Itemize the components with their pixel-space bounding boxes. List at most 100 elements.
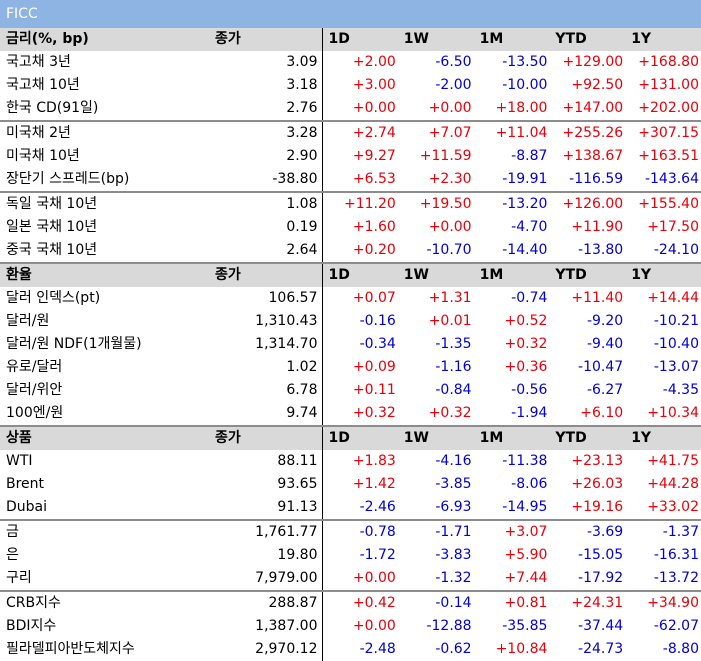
ficc-table: 금리(%, bp) 종가 1D 1W 1M YTD 1Y 국고채 3년 3.09 +2.00 -6.… <box>0 28 701 661</box>
change-value: -35.85 <box>502 618 548 634</box>
change-value: -10.47 <box>578 359 624 375</box>
row-close-value: 1,387.00 <box>212 615 323 638</box>
change-value: +0.36 <box>504 359 548 375</box>
change-value: -6.27 <box>586 382 624 398</box>
change-value: -8.87 <box>511 148 548 164</box>
column-header-period: 1W <box>397 28 474 51</box>
change-value: +0.00 <box>352 100 396 116</box>
column-header-period: YTD <box>549 28 626 51</box>
table-row: 장단기 스프레드(bp) -38.80 +6.53 +2.30 -19.91 -116.5… <box>0 168 701 192</box>
row-close-value: 0.19 <box>212 216 323 239</box>
change-value: -37.44 <box>578 618 624 634</box>
change-value: -6.93 <box>435 499 472 515</box>
change-value: -13.07 <box>653 359 699 375</box>
table-row: 달러/원 1,310.43 -0.16 +0.01 +0.52 -9.20 -10.21 <box>0 310 701 333</box>
change-value: +0.42 <box>322 590 398 615</box>
change-value: -2.00 <box>435 77 472 93</box>
table-row: 필라델피아반도체지수 2,970.12 -2.48 -0.62 +10.84 -24.73… <box>0 638 701 661</box>
change-value: +0.32 <box>352 405 396 421</box>
row-close-value: 7,979.00 <box>212 567 323 591</box>
row-name: 구리 <box>6 570 32 586</box>
change-value: +19.16 <box>571 499 624 515</box>
change-value: +7.44 <box>504 570 548 586</box>
row-close-value: -38.80 <box>212 168 323 192</box>
column-header-close: 종가 <box>212 262 323 287</box>
column-header-period: 1M <box>473 425 550 450</box>
table-row: 한국 CD(91일) 2.76 +0.00 +0.00 +18.00 +147.00 +20… <box>0 97 701 121</box>
change-value: -13.50 <box>502 54 548 70</box>
change-value: -1.35 <box>435 336 472 352</box>
change-value: +0.20 <box>352 242 396 258</box>
section-header: 환율 종가 1D 1W 1M YTD 1Y <box>0 262 701 287</box>
change-value: -11.38 <box>502 453 548 469</box>
column-header-period: 1D <box>322 28 398 51</box>
change-value: -15.05 <box>578 547 624 563</box>
change-value: +33.02 <box>647 499 699 515</box>
change-value: -2.48 <box>359 641 396 657</box>
row-name: 독일 국채 10년 <box>0 191 212 216</box>
change-value: +2.30 <box>428 171 472 187</box>
row-close-value: 93.65 <box>212 473 323 496</box>
row-close-value: 1.02 <box>212 356 323 379</box>
row-name: 필라델피아반도체지수 <box>6 641 135 657</box>
row-close-value: 1,761.77 <box>212 519 323 544</box>
change-value: +0.00 <box>352 570 396 586</box>
column-header-period: 1Y <box>625 28 701 51</box>
change-value: +129.00 <box>562 54 624 70</box>
row-name: 달러/위안 <box>6 382 63 398</box>
row-name: 100엔/원 <box>6 405 64 421</box>
table-row: 독일 국채 10년 1.08 +11.20 +19.50 -13.20 +126.00 +1… <box>0 191 701 216</box>
change-value: -0.34 <box>359 336 396 352</box>
change-value: +7.07 <box>397 120 474 145</box>
row-name: 은 <box>6 547 19 563</box>
change-value: -1.16 <box>435 359 472 375</box>
table-row: BDI지수 1,387.00 +0.00 -12.88 -35.85 -37.44 -62.… <box>0 615 701 638</box>
page-title: FICC <box>0 0 701 28</box>
column-header-period: YTD <box>549 262 626 287</box>
column-header-period: 1M <box>473 28 550 51</box>
table-row: 중국 국채 10년 2.64 +0.20 -10.70 -14.40 -13.80 -24.… <box>0 239 701 263</box>
change-value: -4.16 <box>435 453 472 469</box>
change-value: +3.07 <box>473 519 550 544</box>
change-value: -0.62 <box>435 641 472 657</box>
change-value: -10.40 <box>653 336 699 352</box>
change-value: -4.35 <box>662 382 699 398</box>
row-name: Dubai <box>6 499 48 515</box>
change-value: +163.51 <box>638 148 699 164</box>
change-value: +255.26 <box>549 120 626 145</box>
change-value: -4.70 <box>511 219 548 235</box>
row-name: 달러 인덱스(pt) <box>6 290 101 306</box>
row-name: 중국 국채 10년 <box>6 242 98 258</box>
change-value: +34.90 <box>625 590 701 615</box>
change-value: +11.04 <box>473 120 550 145</box>
change-value: +0.32 <box>504 336 548 352</box>
column-header-close: 종가 <box>212 28 323 51</box>
row-close-value: 288.87 <box>212 590 323 615</box>
row-close-value: 19.80 <box>212 544 323 567</box>
change-value: -116.59 <box>569 171 624 187</box>
column-header-period: 1D <box>322 262 398 287</box>
row-close-value: 3.28 <box>212 120 323 145</box>
column-header-period: 1D <box>322 425 398 450</box>
row-close-value: 9.74 <box>212 402 323 426</box>
change-value: -8.06 <box>511 476 548 492</box>
change-value: +1.60 <box>352 219 396 235</box>
change-value: -1.72 <box>359 547 396 563</box>
row-name: BDI지수 <box>6 618 57 634</box>
change-value: +1.83 <box>352 453 396 469</box>
row-close-value: 91.13 <box>212 496 323 520</box>
row-name: 달러/원 NDF(1개월물) <box>6 336 142 352</box>
column-header-period: 1W <box>397 262 474 287</box>
change-value: -0.16 <box>359 313 396 329</box>
change-value: +155.40 <box>625 191 701 216</box>
row-name: 국고채 10년 <box>6 77 80 93</box>
change-value: +24.31 <box>549 590 626 615</box>
change-value: +5.90 <box>504 547 548 563</box>
change-value: -13.72 <box>653 570 699 586</box>
change-value: -1.37 <box>625 519 701 544</box>
change-value: -10.21 <box>653 313 699 329</box>
section-header: 금리(%, bp) 종가 1D 1W 1M YTD 1Y <box>0 28 701 51</box>
change-value: -143.64 <box>644 171 699 187</box>
section-header-label: 상품 <box>0 425 212 450</box>
change-value: -19.91 <box>502 171 548 187</box>
